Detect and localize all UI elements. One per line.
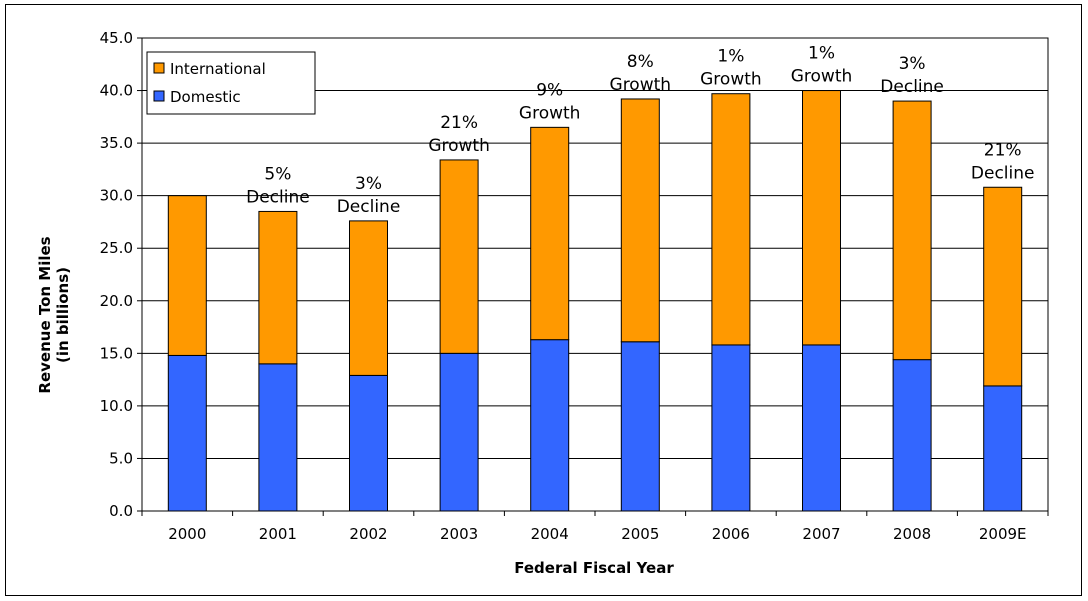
y-tick-label: 5.0	[109, 449, 133, 467]
x-tick-label: 2007	[802, 525, 840, 543]
bars	[167, 90, 1023, 512]
annotation-trend: Decline	[971, 163, 1035, 183]
x-tick-label: 2004	[531, 525, 569, 543]
y-tick-labels: 0.0 5.0 10.0 15.0 20.0 25.0 30.0 35.0 40.0 45.0	[100, 29, 133, 520]
bar-domestic	[167, 354, 207, 512]
bar-international	[620, 98, 660, 343]
x-tick-label: 2008	[893, 525, 931, 543]
legend-label-domestic: Domestic	[170, 88, 241, 106]
bar-domestic	[983, 385, 1023, 512]
annotation-percent: 9%	[536, 80, 563, 100]
y-axis-title-line-2: (in billions)	[54, 267, 72, 363]
y-tick-label: 10.0	[100, 397, 133, 415]
annotation-percent: 21%	[984, 140, 1022, 160]
legend-swatch-international	[153, 62, 165, 74]
x-tick-label: 2006	[712, 525, 750, 543]
annotation-trend: Growth	[791, 67, 853, 87]
bar-domestic	[439, 352, 479, 512]
bar-domestic	[711, 344, 751, 512]
annotation-percent: 1%	[717, 47, 744, 67]
legend: International Domestic	[146, 51, 316, 115]
y-tick-label: 40.0	[100, 82, 133, 100]
annotation-percent: 21%	[440, 113, 478, 133]
x-tick-label: 2003	[440, 525, 478, 543]
bar-international	[167, 195, 207, 356]
y-tick-label: 20.0	[100, 292, 133, 310]
annotation-trend: Growth	[428, 136, 490, 156]
bar-international	[983, 186, 1023, 387]
x-tick-labels: 2000 2001 2002 2003 2004 2005 2006 2007 2008 2009…	[168, 525, 1026, 543]
x-tick-label: 2001	[259, 525, 297, 543]
bar-international	[258, 210, 298, 365]
annotation-percent: 1%	[808, 44, 835, 64]
bar-international	[349, 220, 388, 376]
y-tick-label: 0.0	[109, 502, 133, 520]
y-tick-label: 35.0	[100, 134, 133, 152]
x-tick-label: 2009E	[979, 525, 1027, 543]
bar-domestic	[802, 344, 841, 512]
x-tick-label: 2002	[349, 525, 387, 543]
legend-box	[146, 51, 316, 115]
annotation-trend: Growth	[700, 70, 762, 90]
annotation-percent: 3%	[899, 54, 926, 74]
annotation-percent: 5%	[264, 164, 291, 184]
x-tick-label: 2000	[168, 525, 206, 543]
annotation-trend: Decline	[337, 197, 401, 217]
bar-domestic	[892, 359, 932, 512]
annotation-trend: Growth	[610, 75, 672, 95]
annotation-trend: Growth	[519, 103, 581, 123]
bar-international	[711, 93, 751, 346]
axes	[137, 37, 1049, 516]
bar-international	[802, 90, 841, 346]
annotation-trend: Decline	[880, 77, 944, 97]
bar-domestic	[530, 339, 570, 512]
y-tick-label: 45.0	[100, 29, 133, 47]
bar-annotations: 5% Decline 3% Decline 21% Growth 9% Growth 8% Gro…	[246, 44, 1034, 217]
legend-swatch-domestic	[153, 90, 165, 102]
bar-domestic	[349, 374, 388, 512]
y-axis-title-line-1: Revenue Ton Miles	[36, 236, 54, 393]
x-axis-title: Federal Fiscal Year	[514, 559, 674, 577]
y-tick-label: 25.0	[100, 239, 133, 257]
annotation-percent: 8%	[627, 52, 654, 72]
bar-domestic	[620, 341, 660, 512]
legend-label-international: International	[170, 60, 266, 78]
y-tick-label: 30.0	[100, 187, 133, 205]
bar-international	[892, 100, 932, 361]
x-tick-label: 2005	[621, 525, 659, 543]
bar-international	[530, 126, 570, 341]
y-tick-label: 15.0	[100, 344, 133, 362]
annotation-percent: 3%	[355, 174, 382, 194]
annotation-trend: Decline	[246, 187, 310, 207]
bar-international	[439, 159, 479, 354]
bar-domestic	[258, 363, 298, 512]
